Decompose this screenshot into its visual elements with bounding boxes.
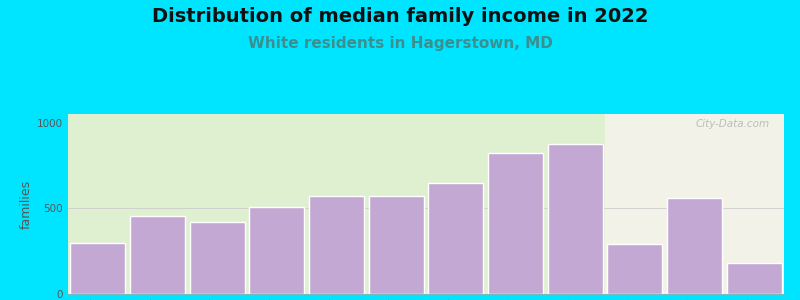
Bar: [428, 183, 483, 294]
Bar: [726, 263, 782, 294]
Bar: [548, 144, 602, 294]
Bar: [190, 222, 245, 294]
Text: White residents in Hagerstown, MD: White residents in Hagerstown, MD: [247, 36, 553, 51]
Bar: [667, 198, 722, 294]
Bar: [309, 196, 364, 294]
Bar: [250, 207, 304, 294]
Bar: [607, 244, 662, 294]
Bar: [369, 196, 424, 294]
Text: City-Data.com: City-Data.com: [695, 119, 770, 129]
Bar: [70, 243, 126, 294]
Bar: [68, 107, 605, 296]
Text: Distribution of median family income in 2022: Distribution of median family income in …: [152, 8, 648, 26]
Bar: [130, 216, 185, 294]
Y-axis label: families: families: [20, 179, 33, 229]
Bar: [488, 153, 543, 294]
